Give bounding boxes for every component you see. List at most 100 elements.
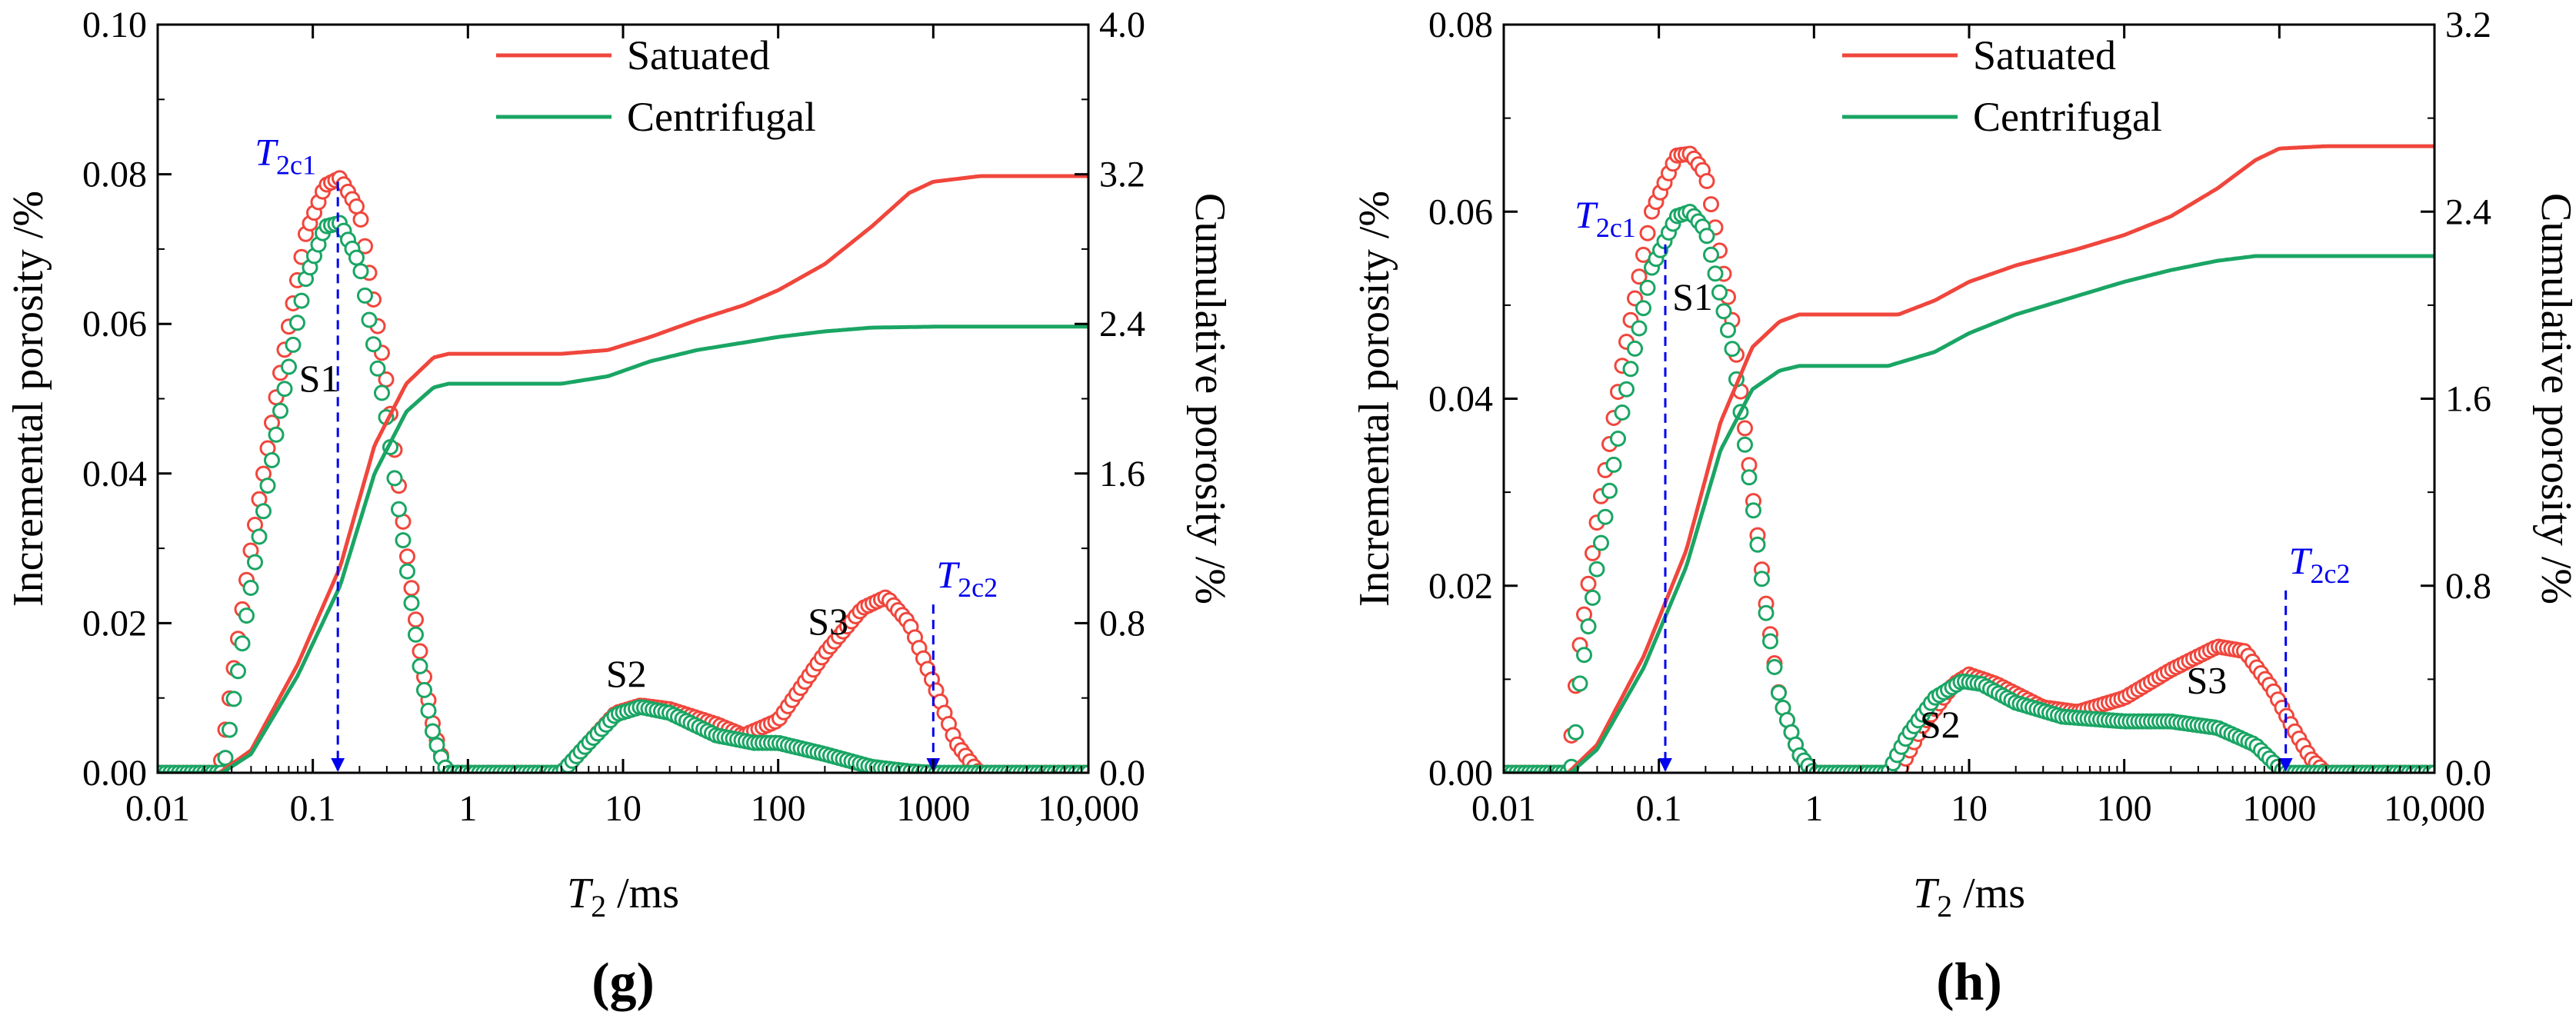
data-point [1754,571,1770,587]
peak-label-s2: S2 [606,652,647,695]
peak-label-s3: S3 [2186,659,2227,702]
cutoff-label-t2c2: T2c2 [2289,539,2351,589]
data-point [1715,303,1732,320]
data-point [222,721,238,738]
data-point [1720,321,1736,338]
data-point [1614,404,1631,421]
data-point [1601,482,1618,499]
data-point [1749,536,1766,553]
data-point [1610,431,1626,447]
y2-axis-title: Cumulative porosity /% [2532,193,2576,604]
data-point [1635,300,1651,317]
plot-area [1504,144,2434,773]
data-point [1622,361,1639,378]
y-tick-label: 0.04 [1428,379,1493,420]
data-point [365,336,382,353]
y2-axis-title: Cumulative porosity /% [1186,193,1234,604]
data-point [230,663,246,680]
y-tick-label: 0.08 [1428,5,1493,45]
data-point [1631,320,1648,337]
y-tick-label: 0.08 [82,155,147,195]
x-tick-label: 1000 [896,788,970,829]
x-tick-label: 100 [751,788,806,829]
x-axis-title: T2 /ms [1913,870,2025,924]
data-point [399,548,415,565]
data-point [1580,618,1597,635]
legend-entry-saturated: Satuated [1973,32,2116,78]
data-point [285,336,302,353]
data-point [1576,647,1592,664]
data-point [247,554,263,571]
data-point [238,607,255,624]
y2-tick-label: 0.8 [2445,566,2491,607]
x-tick-label: 0.1 [1636,788,1682,829]
x-tick-label: 100 [2097,788,2152,829]
y-tick-label: 0.04 [82,454,147,494]
y-tick-label: 0.10 [82,5,147,45]
data-point [1593,534,1609,551]
data-point [251,528,268,545]
data-point [399,563,415,580]
y2-tick-label: 4.0 [1099,5,1145,45]
data-point [374,384,390,401]
y2-tick-label: 3.2 [1099,155,1145,195]
data-point [357,287,373,304]
data-point [1627,340,1643,357]
data-point [1605,456,1622,473]
data-point [352,211,369,228]
data-point [242,580,259,596]
legend-entry-centrifugal: Centrifugal [1973,94,2162,140]
peak-label-s1: S1 [1672,275,1713,318]
plot-area [158,170,1088,773]
data-point [408,626,424,643]
cutoff-label-t2c2: T2c2 [936,553,998,603]
y-tick-label: 0.06 [1428,191,1493,232]
data-point [1707,265,1724,282]
data-point [416,681,432,698]
data-point [1597,508,1614,525]
data-point [276,381,293,398]
data-point [412,643,428,660]
data-point [255,503,272,520]
y-tick-label: 0.02 [1428,566,1493,607]
data-point [1639,225,1656,241]
incremental-series-centrifugal [1504,204,2434,773]
data-point [1737,420,1753,437]
data-point [1580,575,1597,592]
cutoff-label-t2c1: T2c1 [255,130,316,180]
y2-tick-label: 2.4 [2445,191,2491,232]
legend-entry-centrifugal: Centrifugal [627,94,816,140]
data-point [1631,268,1648,285]
data-point [1698,173,1715,189]
data-point [403,580,420,597]
data-point [1771,684,1787,701]
data-point [1703,246,1719,263]
data-point [1080,764,1088,773]
data-point [259,478,276,494]
data-point [293,292,310,309]
y-tick-label: 0.00 [1428,753,1493,794]
peak-label-s2: S2 [1920,703,1961,746]
cumulative-line-saturated [158,174,1088,773]
y2-tick-label: 0.0 [1099,753,1145,794]
cumulative-line-centrifugal [1504,254,2434,773]
data-point [1703,196,1719,213]
data-point [369,360,386,377]
x-tick-label: 10 [1951,788,1988,829]
data-point [281,358,297,375]
x-tick-label: 1 [458,788,477,829]
data-point [348,249,365,266]
y2-tick-label: 3.2 [2445,5,2491,45]
x-axis-title: T2 /ms [567,870,679,924]
x-tick-label: 1 [1805,788,1823,829]
y-axis-title: Incremental porosity /% [5,191,52,607]
data-point [1618,381,1635,398]
cumulative-line-centrifugal [158,324,1088,773]
y2-tick-label: 0.0 [2445,753,2491,794]
data-point [1711,284,1728,301]
cumulative-line-saturated [1504,144,2434,773]
data-point [268,426,285,443]
data-point [2426,764,2434,773]
